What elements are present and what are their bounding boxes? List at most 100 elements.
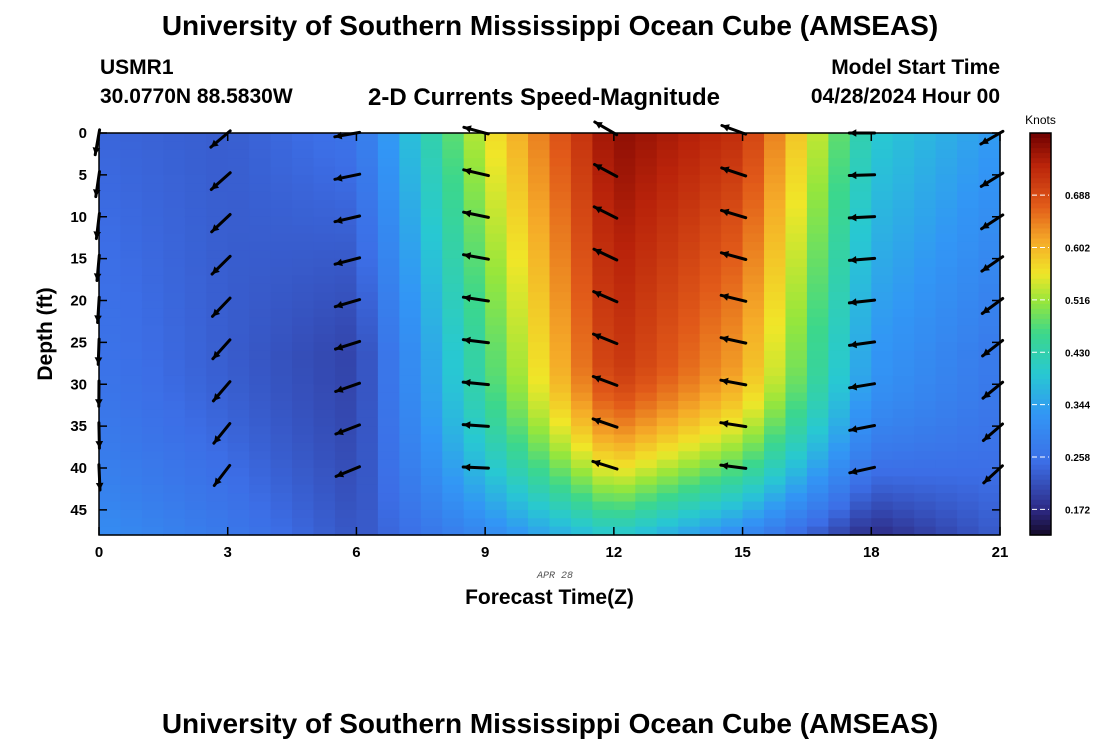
heat-cell (635, 442, 658, 452)
heat-cell (313, 133, 336, 142)
heat-cell (935, 501, 958, 511)
heat-cell (184, 208, 207, 218)
heat-cell (442, 233, 465, 243)
current-arrow-head (594, 206, 603, 214)
colorbar-cell (1030, 489, 1051, 496)
heat-cell (613, 191, 636, 201)
heat-cell (377, 451, 400, 461)
heat-cell (227, 509, 250, 519)
heat-cell (420, 225, 443, 235)
heat-cell (699, 476, 722, 486)
heat-cell (334, 241, 358, 251)
heat-cell (141, 409, 164, 419)
heat-cell (957, 233, 980, 243)
heat-cell (914, 468, 937, 477)
heat-cell (828, 518, 851, 528)
heat-cell (334, 476, 358, 486)
heat-cell (442, 225, 465, 235)
heat-cell (699, 392, 722, 402)
y-tick-label: 10 (70, 209, 87, 226)
heat-cell (592, 501, 615, 511)
heat-cell (442, 275, 465, 285)
heat-cell (892, 141, 915, 151)
heat-cell (699, 158, 722, 168)
heat-cell (613, 141, 636, 151)
heat-cell (506, 308, 529, 318)
heat-cell (678, 275, 701, 285)
heat-cell (313, 509, 336, 519)
heat-cell (292, 267, 315, 276)
heat-cell (785, 501, 808, 511)
heat-cell (656, 191, 679, 201)
heat-cell (742, 241, 765, 251)
heat-cell (227, 233, 250, 243)
heat-cell (227, 426, 250, 436)
heat-cell (699, 183, 722, 193)
heat-cell (806, 367, 829, 377)
heat-cell (806, 308, 829, 318)
heat-cell (764, 350, 787, 360)
current-arrow-head (721, 335, 729, 343)
heat-cell (141, 308, 164, 318)
heat-cell (742, 250, 765, 260)
y-tick-label: 45 (70, 502, 87, 519)
heat-cell (828, 501, 851, 511)
heat-cell (570, 325, 593, 335)
heat-cell (828, 342, 851, 352)
colorbar-tick-label: 0.688 (1065, 191, 1090, 202)
heat-cell (935, 476, 958, 486)
heat-cell (656, 267, 679, 276)
heat-cell (914, 459, 937, 469)
heat-cell (399, 233, 422, 243)
heat-cell (313, 350, 336, 360)
heat-cell (313, 141, 336, 151)
heat-cell (463, 342, 486, 352)
heat-cell (957, 493, 980, 503)
heat-cell (377, 476, 400, 486)
heat-cell (399, 258, 422, 268)
heat-cell (141, 384, 164, 394)
heat-cell (699, 283, 722, 293)
heat-cell (656, 342, 679, 352)
heat-cell (206, 426, 229, 436)
heat-cell (227, 350, 250, 360)
heat-cell (292, 409, 315, 419)
heat-cell (313, 359, 336, 369)
heat-cell (184, 258, 207, 268)
heat-cell (764, 509, 787, 519)
heat-cell (656, 459, 679, 469)
heat-cell (721, 392, 744, 402)
heat-cell (699, 493, 722, 503)
heat-cell (377, 392, 400, 402)
heat-cell (442, 526, 465, 536)
heat-cell (356, 283, 379, 293)
heat-cell (613, 149, 636, 159)
heat-cell (206, 241, 229, 251)
heat-cell (764, 392, 787, 402)
heat-cell (892, 191, 915, 201)
heat-cell (806, 426, 829, 436)
heat-cell (334, 158, 358, 168)
heat-cell (656, 484, 679, 494)
heat-cell (292, 225, 315, 235)
heat-cell (270, 317, 293, 327)
heat-cell (356, 133, 379, 142)
heat-cell (678, 468, 701, 477)
heat-cell (892, 350, 915, 360)
heat-cell (485, 518, 508, 528)
heat-cell (570, 409, 593, 419)
heat-cell (249, 367, 272, 377)
heat-cell (914, 300, 937, 310)
heat-cell (613, 392, 636, 402)
heat-cell (978, 426, 1001, 436)
heat-cell (914, 241, 937, 251)
heat-cell (592, 191, 615, 201)
heat-cell (721, 509, 744, 519)
heat-cell (699, 359, 722, 369)
heat-cell (613, 468, 636, 477)
heat-cell (420, 342, 443, 352)
heat-cell (699, 325, 722, 335)
heat-cell (957, 526, 980, 536)
heat-cell (570, 317, 593, 327)
